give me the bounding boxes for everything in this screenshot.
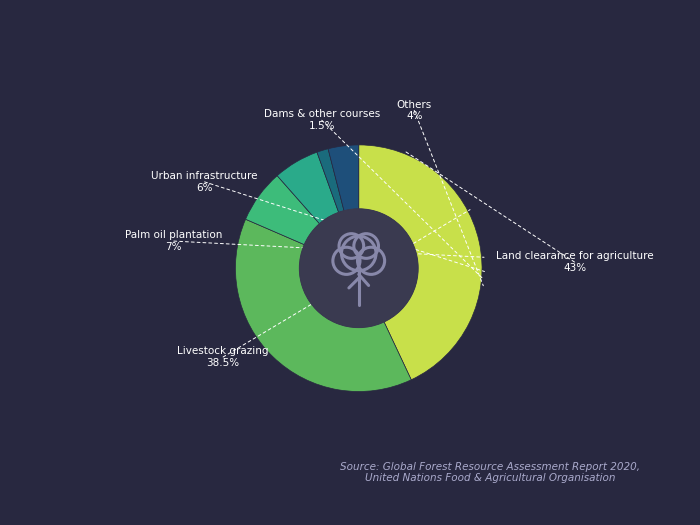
Circle shape [333,247,360,275]
Circle shape [354,234,379,258]
Wedge shape [235,219,411,392]
Circle shape [342,236,376,271]
Wedge shape [246,176,320,245]
Text: Palm oil plantation
7%: Palm oil plantation 7% [125,230,223,252]
Wedge shape [328,145,359,211]
Circle shape [300,209,418,328]
Text: Urban infrastructure
6%: Urban infrastructure 6% [151,171,258,193]
Circle shape [358,247,384,275]
Text: Livestock grazing
38.5%: Livestock grazing 38.5% [177,346,269,368]
Text: Source: Global Forest Resource Assessment Report 2020,
United Nations Food & Agr: Source: Global Forest Resource Assessmen… [340,461,640,484]
Wedge shape [277,152,339,224]
Text: Dams & other courses
1.5%: Dams & other courses 1.5% [264,109,380,131]
Text: Others
4%: Others 4% [397,100,432,121]
Text: Land clearance for agriculture
43%: Land clearance for agriculture 43% [496,251,653,273]
Circle shape [339,234,364,258]
Wedge shape [317,149,344,213]
Wedge shape [358,145,482,380]
